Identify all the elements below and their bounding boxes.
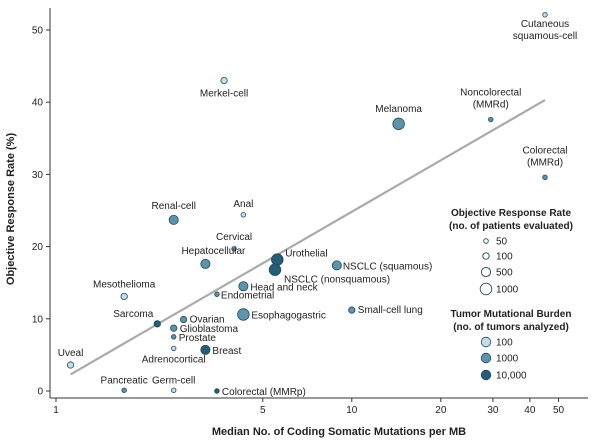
legend-burden-marker xyxy=(480,352,492,364)
legend-burden-marker xyxy=(480,369,492,381)
data-point-urothelial xyxy=(271,253,284,266)
data-point-anal xyxy=(240,212,247,218)
data-point-endometrial xyxy=(214,291,220,297)
y-tick-label: 30 xyxy=(32,170,44,181)
legend-burden-label: 1000 xyxy=(496,354,519,365)
data-point-sarcoma xyxy=(153,320,161,328)
y-tick-label: 20 xyxy=(32,242,44,253)
data-point-cutaneous-squamous-cell xyxy=(542,12,548,18)
data-point-nsclc-squamous xyxy=(331,260,342,271)
point-label-noncolorectal-mmrd: (MMRd) xyxy=(473,100,509,111)
point-label-sarcoma: Sarcoma xyxy=(113,309,153,320)
point-label-urothelial: Urothelial xyxy=(285,249,327,260)
data-point-colorectal-mmrd xyxy=(542,174,548,180)
point-label-uveal: Uveal xyxy=(58,348,84,359)
point-label-colorectal-mmrd: (MMRd) xyxy=(527,157,563,168)
x-axis-title: Median No. of Coding Somatic Mutations p… xyxy=(212,426,466,438)
data-point-uveal xyxy=(66,361,75,369)
point-label-nsclc-nonsquamous: NSCLC (nonsquamous) xyxy=(284,275,390,286)
legend-size-label: 50 xyxy=(496,237,508,248)
data-point-ovarian xyxy=(179,315,188,324)
legend-size-subtitle: (no. of patients evaluated) xyxy=(449,221,573,232)
y-axis-title: Objective Response Rate (%) xyxy=(5,133,17,286)
point-label-melanoma: Melanoma xyxy=(375,104,422,115)
point-label-esophagogastric: Esophagogastric xyxy=(251,310,325,321)
point-label-mesothelioma: Mesothelioma xyxy=(93,279,156,290)
legend-burden-marker xyxy=(480,336,492,348)
data-point-renal-cell xyxy=(168,214,179,225)
x-tick-label: 10 xyxy=(346,405,358,416)
point-label-germ-cell: Germ-cell xyxy=(152,375,195,386)
point-label-endometrial: Endometrial xyxy=(221,290,274,301)
data-point-adrenocortical xyxy=(171,345,177,352)
point-label-colorectal-mmrd: Colorectal xyxy=(522,145,567,156)
data-point-head-and-neck xyxy=(238,281,249,292)
point-label-adrenocortical: Adrenocortical xyxy=(142,354,206,365)
data-point-noncolorectal-mmrd xyxy=(488,116,494,123)
trend-line xyxy=(70,99,546,376)
x-tick-label: 40 xyxy=(524,405,536,416)
data-point-breast xyxy=(200,344,211,355)
data-point-nsclc-nonsquamous xyxy=(268,263,282,276)
x-tick-label: 5 xyxy=(260,405,266,416)
data-point-merkel-cell xyxy=(220,76,228,85)
data-point-cervical xyxy=(231,246,237,252)
legend-size-label: 500 xyxy=(496,268,513,279)
data-point-pancreatic xyxy=(121,387,127,393)
legend-size-marker xyxy=(480,266,492,278)
point-label-prostate: Prostate xyxy=(179,333,217,344)
point-label-glioblastoma: Glioblastoma xyxy=(180,324,239,335)
legend-burden-subtitle: (no. of tumors analyzed) xyxy=(453,322,569,333)
x-tick-label: 30 xyxy=(487,405,499,416)
point-label-breast: Breast xyxy=(212,346,241,357)
y-tick-label: 0 xyxy=(37,387,43,398)
legend-size-marker xyxy=(479,282,493,296)
point-label-cutaneous-squamous-cell: squamous-cell xyxy=(513,31,577,42)
legend-size-title: Objective Response Rate xyxy=(451,208,571,219)
x-tick-label: 20 xyxy=(435,405,447,416)
point-label-nsclc-squamous: NSCLC (squamous) xyxy=(343,261,432,272)
point-label-anal: Anal xyxy=(233,199,253,210)
legend-size-label: 1000 xyxy=(496,285,519,296)
data-point-hepatocellular xyxy=(200,258,211,269)
y-tick-label: 40 xyxy=(32,98,44,109)
x-tick-label: 50 xyxy=(553,405,565,416)
point-label-noncolorectal-mmrd: Noncolorectal xyxy=(460,88,521,99)
data-point-esophagogastric xyxy=(237,308,250,321)
data-point-glioblastoma xyxy=(170,324,178,332)
point-label-head-and-neck: Head and neck xyxy=(250,282,318,293)
y-tick-label: 10 xyxy=(32,314,44,325)
point-label-pancreatic: Pancreatic xyxy=(101,375,148,386)
point-label-hepatocellular: Hepatocellular xyxy=(181,246,246,257)
legend-size-marker xyxy=(482,252,490,260)
legend-size-label: 100 xyxy=(496,252,513,263)
y-tick-label: 50 xyxy=(32,26,44,37)
point-label-cervical: Cervical xyxy=(216,232,252,243)
data-point-small-cell-lung xyxy=(348,306,356,314)
data-point-mesothelioma xyxy=(120,292,128,301)
data-point-prostate xyxy=(171,334,177,340)
data-point-melanoma xyxy=(392,117,405,131)
x-tick-label: 1 xyxy=(53,405,59,416)
data-point-colorectal-mmrp xyxy=(214,388,220,394)
point-label-renal-cell: Renal-cell xyxy=(151,201,195,212)
point-label-cutaneous-squamous-cell: Cutaneous xyxy=(521,19,569,30)
point-label-small-cell-lung: Small-cell lung xyxy=(358,305,423,316)
legend-burden-label: 10,000 xyxy=(496,371,527,382)
data-point-germ-cell xyxy=(171,387,177,393)
legend-burden-title: Tumor Mutational Burden xyxy=(451,309,572,320)
point-label-merkel-cell: Merkel-cell xyxy=(200,89,248,100)
point-label-colorectal-mmrp: Colorectal (MMRp) xyxy=(222,387,306,398)
legend-burden-label: 100 xyxy=(496,338,513,349)
legend-size-marker xyxy=(483,238,489,244)
point-label-ovarian: Ovarian xyxy=(190,315,225,326)
